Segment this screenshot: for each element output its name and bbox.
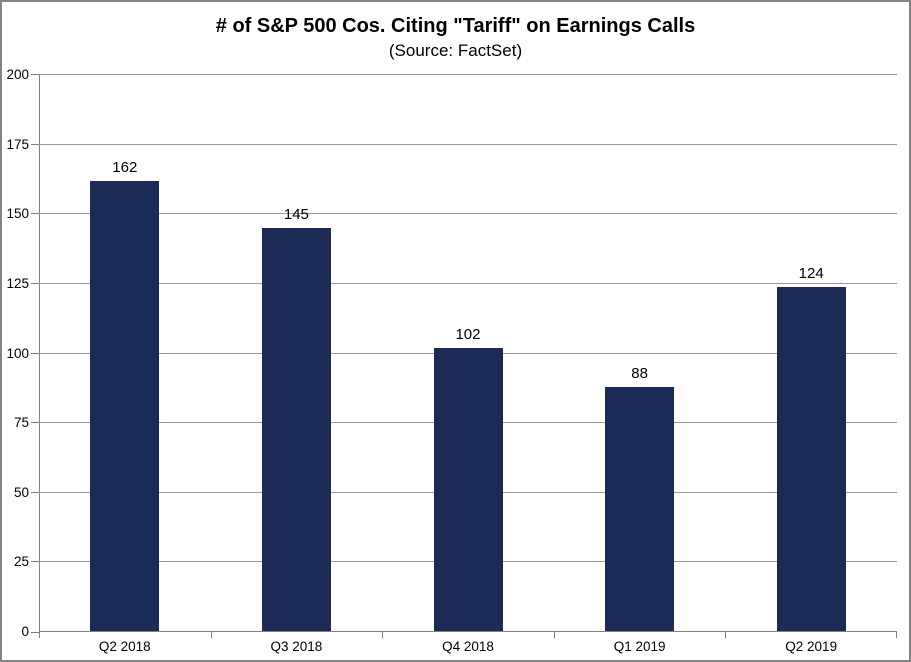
y-axis-tick [31,632,39,633]
gridline [39,213,897,215]
chart-subtitle: (Source: FactSet) [388,41,523,60]
bar-value-label: 124 [798,265,824,282]
bar-q2-2019 [776,287,846,631]
x-axis-tick [896,632,897,638]
y-axis-tick [31,422,39,424]
y-axis-tick [31,143,39,145]
y-axis-tick-label: 100 [6,345,29,361]
bar-value-label: 102 [455,326,481,343]
bar-value-label: 162 [112,159,138,176]
x-axis-line [39,631,897,632]
y-axis-tick-label: 50 [13,484,29,500]
y-axis-tick-label: 200 [6,67,29,82]
y-axis-tick-label: 25 [13,554,29,570]
y-axis-tick-label: 75 [13,415,29,431]
x-axis-category-label: Q2 2018 [98,639,151,654]
bar-q2-2018 [90,181,160,631]
y-axis-tick-label: 125 [6,275,29,291]
y-axis-tick-label: 150 [6,206,29,222]
x-axis-category-label: Q2 2019 [785,639,838,654]
gridline [39,282,897,284]
x-axis-tick [725,632,726,638]
plot-area: 162 145 102 88 124 [39,74,897,632]
x-axis-tick [211,632,212,638]
bar-q3-2018 [261,228,331,631]
y-axis-tick [31,491,39,493]
y-axis-tick [31,74,39,75]
gridline [39,74,897,75]
chart-title: # of S&P 500 Cos. Citing "Tariff" on Ear… [215,15,696,37]
y-axis-tick-label: 175 [6,136,29,152]
x-axis-category-label: Q1 2019 [613,639,666,654]
x-axis-tick [39,632,40,638]
x-axis-tick [382,632,383,638]
y-axis-tick [31,352,39,354]
bar-q1-2019 [605,387,675,631]
bar-value-label: 88 [631,365,648,382]
gridline [39,143,897,145]
y-axis-tick-label: 0 [21,624,29,639]
y-axis-line [39,75,40,632]
bar-q4-2018 [433,348,503,631]
x-axis-tick [554,632,555,638]
y-axis-tick [31,561,39,563]
y-axis-tick [31,282,39,284]
bar-value-label: 145 [283,206,309,223]
x-axis-category-label: Q4 2018 [442,639,494,654]
y-axis-tick [31,213,39,215]
x-axis-category-label: Q3 2018 [270,639,323,654]
